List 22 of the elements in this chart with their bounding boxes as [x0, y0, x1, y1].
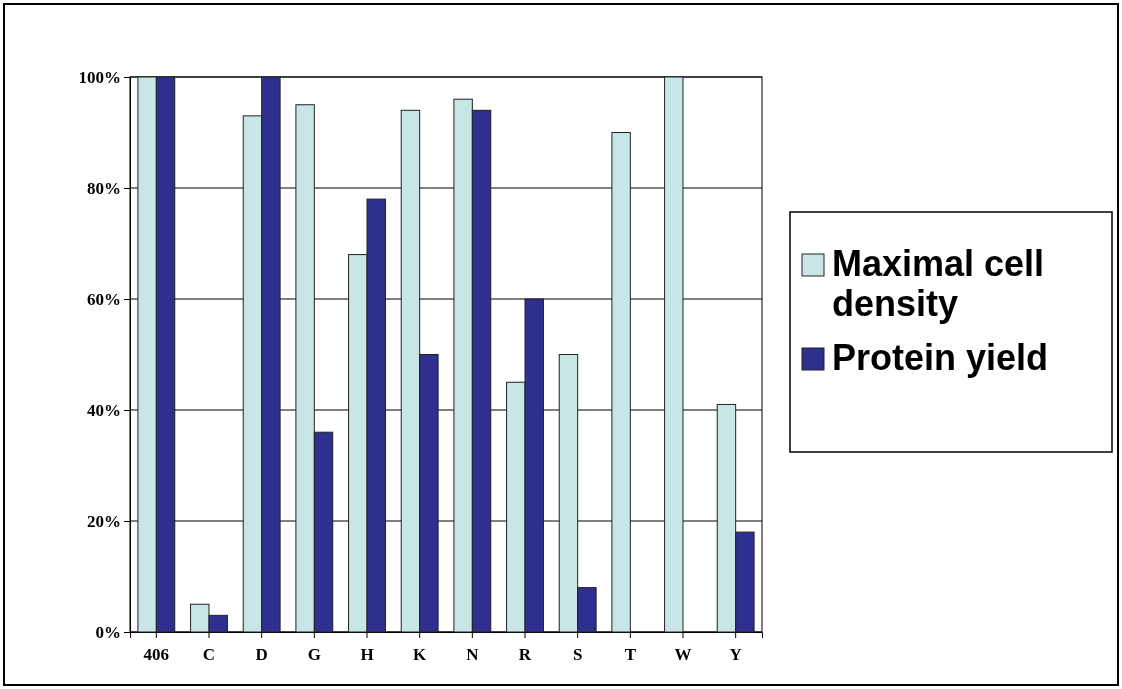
x-tick-label: S	[572, 644, 583, 664]
x-tick-label: G	[307, 644, 321, 664]
y-tick-label: 100%	[78, 67, 121, 87]
y-tick-label: 80%	[87, 178, 121, 198]
legend-label: Protein yield	[832, 337, 1049, 378]
x-tick-label: C	[202, 644, 216, 664]
y-tick-label: 60%	[87, 289, 121, 309]
x-tick-label: Y	[729, 644, 742, 664]
y-tick-label: 0%	[95, 622, 121, 642]
x-tick-label: D	[255, 644, 268, 664]
x-tick-label: N	[466, 644, 480, 664]
x-tick-label: R	[518, 644, 532, 664]
x-tick-label: 406	[143, 644, 170, 664]
x-tick-label: H	[360, 644, 374, 664]
y-tick-label: 20%	[87, 511, 121, 531]
legend-label: Maximal cell density	[832, 243, 1045, 324]
bar	[664, 76, 684, 633]
x-tick-label: T	[624, 644, 637, 664]
x-tick-label: W	[674, 644, 692, 664]
x-tick-label: K	[413, 644, 428, 664]
bar	[611, 132, 631, 633]
y-tick-label: 40%	[87, 400, 121, 420]
